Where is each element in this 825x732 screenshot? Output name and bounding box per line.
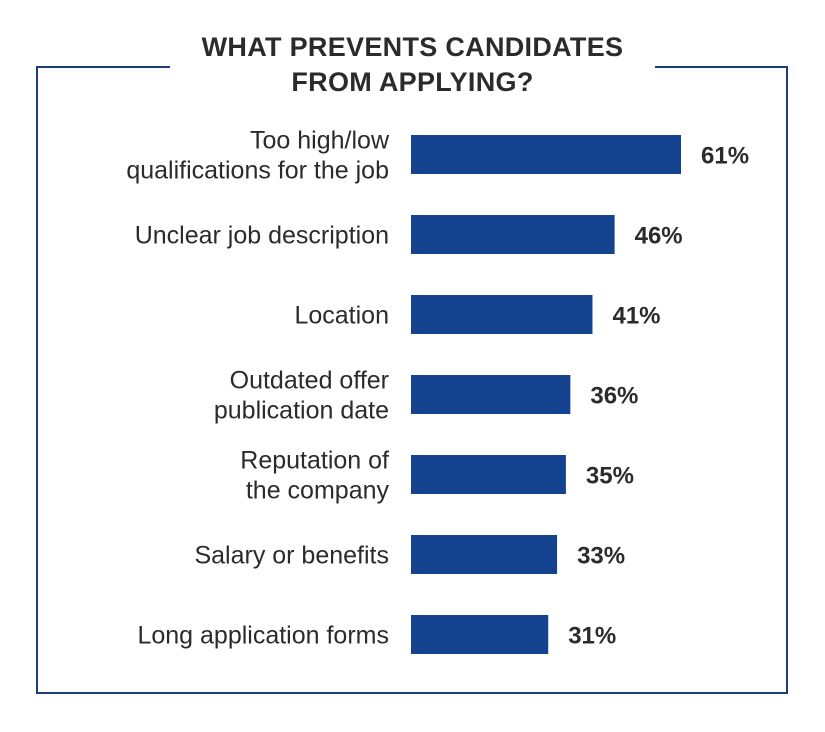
value-label-1: 61%	[701, 143, 749, 170]
bar-1	[411, 135, 681, 174]
category-label-4-line-2: publication date	[214, 397, 389, 425]
value-label-4: 36%	[590, 383, 638, 410]
category-label-3: Location	[294, 302, 389, 330]
value-label-2: 46%	[635, 223, 683, 250]
chart-title-line-2: FROM APPLYING?	[291, 67, 534, 97]
value-label-7: 31%	[568, 623, 616, 650]
bar-7	[411, 615, 549, 654]
chart-title: WHAT PREVENTS CANDIDATES FROM APPLYING?	[170, 30, 655, 110]
category-label-5-line-1: Reputation of	[240, 447, 389, 475]
bar-6	[411, 535, 558, 574]
category-label-7: Long application forms	[137, 622, 389, 650]
value-label-6: 33%	[577, 543, 625, 570]
value-label-3: 41%	[612, 303, 660, 330]
category-label-5-line-2: the company	[246, 477, 390, 505]
chart-title-line-1: WHAT PREVENTS CANDIDATES	[201, 32, 624, 62]
category-label-4-line-1: Outdated offer	[230, 367, 389, 395]
category-label-1-line-2: qualifications for the job	[126, 157, 389, 185]
bar-4	[411, 375, 571, 414]
category-label-1-line-1: Too high/low	[250, 127, 390, 155]
bar-5	[411, 455, 566, 494]
value-label-5: 35%	[586, 463, 634, 490]
bar-2	[411, 215, 615, 254]
bar-3	[411, 295, 593, 334]
category-label-2: Unclear job description	[135, 222, 389, 250]
category-label-6: Salary or benefits	[194, 542, 389, 570]
